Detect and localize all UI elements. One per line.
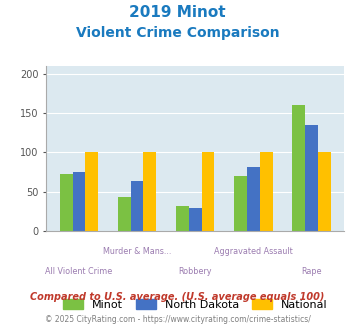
Text: Violent Crime Comparison: Violent Crime Comparison <box>76 26 279 40</box>
Bar <box>202 152 214 231</box>
Text: Robbery: Robbery <box>179 267 212 276</box>
Bar <box>118 197 131 231</box>
Bar <box>318 152 331 231</box>
Bar <box>143 152 156 231</box>
Bar <box>189 208 202 231</box>
Bar <box>72 172 85 231</box>
Bar <box>260 152 273 231</box>
Bar <box>85 152 98 231</box>
Text: © 2025 CityRating.com - https://www.cityrating.com/crime-statistics/: © 2025 CityRating.com - https://www.city… <box>45 315 310 324</box>
Bar <box>293 105 305 231</box>
Bar <box>247 167 260 231</box>
Text: Aggravated Assault: Aggravated Assault <box>214 248 293 256</box>
Text: 2019 Minot: 2019 Minot <box>129 5 226 20</box>
Bar <box>176 206 189 231</box>
Text: Compared to U.S. average. (U.S. average equals 100): Compared to U.S. average. (U.S. average … <box>30 292 325 302</box>
Legend: Minot, North Dakota, National: Minot, North Dakota, National <box>58 294 332 314</box>
Text: All Violent Crime: All Violent Crime <box>45 267 113 276</box>
Bar <box>234 176 247 231</box>
Bar <box>60 175 72 231</box>
Text: Murder & Mans...: Murder & Mans... <box>103 248 171 256</box>
Bar <box>305 125 318 231</box>
Bar <box>131 181 143 231</box>
Text: Rape: Rape <box>301 267 322 276</box>
